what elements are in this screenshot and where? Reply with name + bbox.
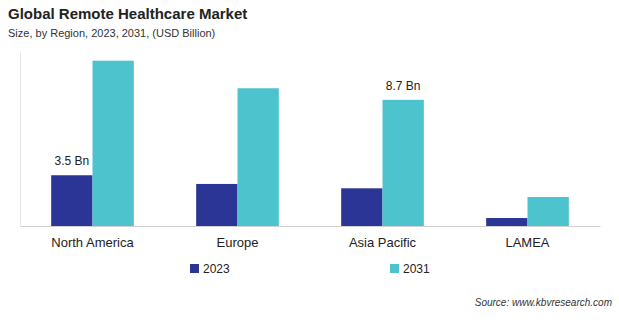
legend: 2023 2031 — [190, 262, 430, 276]
bar — [196, 184, 237, 226]
x-tick: Europe — [217, 226, 259, 250]
x-tick-label: LAMEA — [505, 235, 549, 250]
data-label: 3.5 Bn — [54, 154, 89, 168]
data-label: 8.7 Bn — [386, 79, 421, 93]
legend-swatch — [190, 264, 199, 273]
x-tick: LAMEA — [505, 226, 549, 250]
bar — [93, 61, 134, 226]
x-tick-label: Europe — [217, 235, 259, 250]
legend-swatch — [390, 264, 399, 273]
x-axis: North America Europe Asia Pacific LAMEA — [21, 226, 601, 250]
bar — [341, 188, 382, 226]
title: Global Remote Healthcare Market — [8, 5, 247, 22]
legend-label: 2023 — [203, 262, 230, 276]
x-tick: Asia Pacific — [349, 226, 417, 250]
bar — [238, 88, 279, 226]
legend-label: 2031 — [403, 262, 430, 276]
bar — [383, 100, 424, 226]
y-axis — [20, 53, 21, 227]
subtitle: Size, by Region, 2023, 2031, (USD Billio… — [8, 27, 215, 39]
bars — [51, 61, 569, 226]
x-tick-label: Asia Pacific — [349, 235, 417, 250]
bar — [51, 175, 92, 226]
x-tick: North America — [51, 226, 134, 250]
bar — [528, 197, 569, 226]
y-axis-line — [20, 53, 21, 227]
bar — [486, 218, 527, 226]
source: Source: www.kbvresearch.com — [475, 297, 612, 308]
chart: Global Remote Healthcare Market Size, by … — [0, 0, 619, 322]
x-axis-line — [21, 226, 601, 227]
x-tick-label: North America — [51, 235, 134, 250]
